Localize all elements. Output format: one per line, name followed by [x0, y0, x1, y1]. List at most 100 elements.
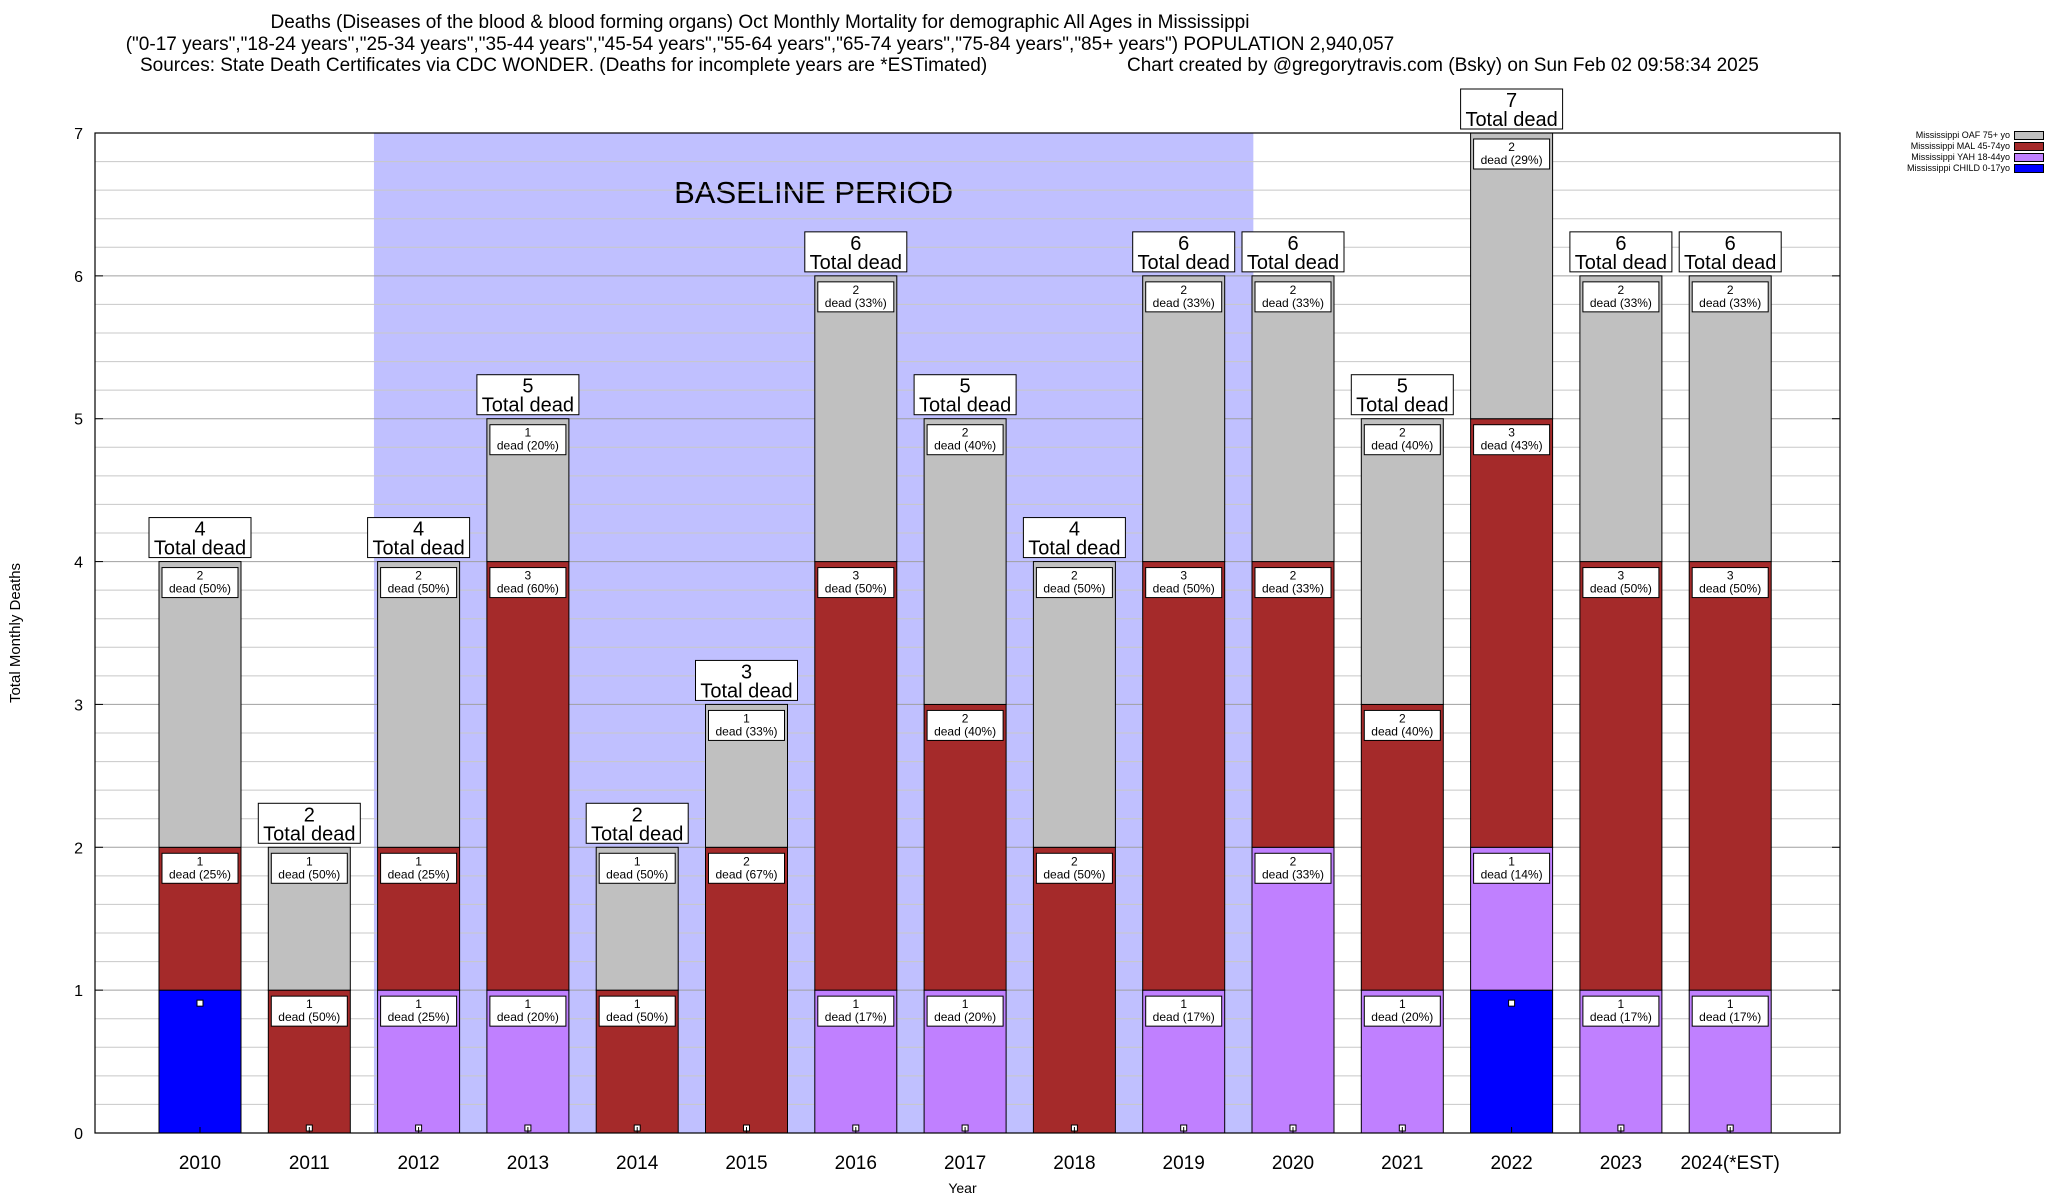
segment-label: dead (40%): [934, 724, 996, 738]
segment-label-box: [598, 995, 676, 1027]
bar-segment: [1032, 846, 1116, 1134]
total-label-box: [367, 517, 471, 559]
total-label: 6: [1615, 233, 1626, 255]
total-label-box: [804, 231, 908, 273]
segment-label: 3: [1618, 569, 1625, 583]
bar-segment: [814, 275, 898, 563]
total-label: Total dead: [591, 823, 683, 845]
total-label-box: [1350, 374, 1454, 416]
chart-legend: Mississippi OAF 75+ yo Mississippi MAL 45…: [1840, 130, 2044, 174]
segment-label-box: [1691, 281, 1769, 313]
x-tick-label: 2021: [1381, 1153, 1423, 1174]
bar-segment: [1470, 989, 1554, 1134]
x-tick-label: 2015: [725, 1153, 767, 1174]
bar-segment: [1579, 561, 1663, 991]
segment-label: dead (17%): [825, 1010, 887, 1024]
bar-segment: [1470, 418, 1554, 848]
segment-label: 1: [962, 997, 969, 1011]
chart-sources: Sources: State Death Certificates via CD…: [140, 55, 988, 76]
total-label: 4: [1069, 519, 1080, 541]
segment-label-box: [817, 281, 895, 313]
bar-segment: [923, 703, 1007, 991]
segment-label: dead (33%): [1262, 867, 1324, 881]
segment-label: 1: [415, 997, 422, 1011]
total-label: 6: [1287, 233, 1298, 255]
legend-swatch: [2014, 131, 2044, 140]
y-tick-label: 5: [74, 412, 83, 429]
x-tick-label: 2020: [1272, 1153, 1314, 1174]
total-label-box: [585, 802, 689, 844]
segment-label: dead (50%): [1043, 582, 1105, 596]
segment-label-box: [1363, 995, 1441, 1027]
segment-label: 2: [1399, 426, 1406, 440]
segment-label-box: [489, 995, 567, 1027]
segment-label-box: [1254, 281, 1332, 313]
segment-label: 1: [197, 854, 204, 868]
x-tick-label: 2019: [1163, 1153, 1205, 1174]
bar-segment: [1032, 561, 1116, 848]
segment-label-box: [489, 424, 567, 456]
legend-label: Mississippi YAH 18-44yo: [1911, 152, 2010, 162]
y-tick-label: 3: [74, 697, 83, 714]
segment-label: dead (40%): [934, 439, 996, 453]
segment-label-box: [708, 852, 785, 884]
child-marker: [1508, 999, 1516, 1007]
segment-label-box: [161, 567, 239, 599]
legend-item: Mississippi OAF 75+ yo: [1840, 130, 2044, 141]
segment-label: dead (17%): [1590, 1010, 1652, 1024]
segment-label: 2: [1508, 140, 1515, 154]
total-label: 4: [194, 519, 205, 541]
bar-segment: [1251, 275, 1335, 563]
x-tick-label: 2017: [944, 1153, 986, 1174]
x-tick-label: 2024(*EST): [1681, 1153, 1780, 1174]
segment-label: 1: [306, 854, 313, 868]
segment-label: 1: [1727, 997, 1734, 1011]
segment-label-box: [1035, 567, 1113, 599]
segment-label-box: [270, 852, 348, 884]
segment-label: 1: [634, 854, 641, 868]
segment-label-box: [926, 424, 1004, 456]
segment-label-box: [1145, 567, 1223, 599]
x-tick-label: 2016: [835, 1153, 877, 1174]
x-tick-label: 2014: [616, 1153, 659, 1174]
segment-label: 1: [634, 997, 641, 1011]
total-label-box: [1569, 231, 1673, 273]
legend-item: Mississippi MAL 45-74yo: [1840, 141, 2044, 152]
segment-label-box: [1145, 995, 1223, 1027]
total-label-box: [1022, 517, 1126, 559]
bar-segment: [705, 846, 788, 1134]
x-tick-label: 2010: [179, 1153, 221, 1174]
chart-title: Deaths (Diseases of the blood & blood fo…: [270, 12, 1250, 33]
bar-segment: [1470, 132, 1554, 420]
total-label-box: [1132, 231, 1236, 273]
segment-label: dead (60%): [497, 582, 559, 596]
legend-swatch: [2014, 142, 2044, 151]
segment-label: 2: [1727, 283, 1734, 297]
segment-label: 3: [525, 569, 532, 583]
bar-segment: [158, 561, 242, 848]
total-label-box: [913, 374, 1017, 416]
total-label: Total dead: [1356, 395, 1448, 417]
segment-label: dead (33%): [1262, 582, 1324, 596]
segment-label: dead (33%): [825, 296, 887, 310]
segment-label: dead (25%): [388, 867, 450, 881]
segment-label: 2: [197, 569, 204, 583]
segment-label-box: [380, 852, 458, 884]
x-tick-label: 2011: [289, 1153, 330, 1174]
chart-subtitle: ("0-17 years","18-24 years","25-34 years…: [125, 34, 1395, 55]
segment-label: dead (29%): [1481, 153, 1543, 167]
segment-label-box: [1363, 709, 1441, 741]
legend-swatch: [2014, 153, 2044, 162]
segment-label: 3: [1727, 569, 1734, 583]
segment-label: 1: [852, 997, 859, 1011]
y-tick-label: 6: [74, 269, 83, 286]
x-axis-title: Year: [948, 1180, 977, 1196]
segment-label-box: [489, 567, 567, 599]
total-label: 4: [413, 519, 424, 541]
segment-label: dead (20%): [497, 439, 559, 453]
total-label: Total dead: [372, 538, 464, 560]
segment-label: dead (43%): [1481, 439, 1543, 453]
bar-segment: [486, 561, 570, 991]
segment-label-box: [1254, 852, 1332, 884]
